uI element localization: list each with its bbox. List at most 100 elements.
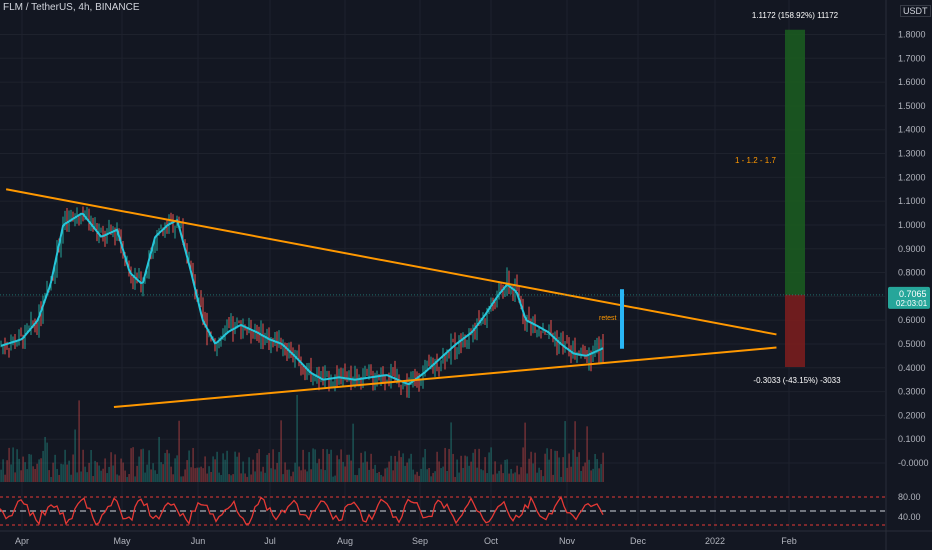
volume-bar [44, 436, 46, 482]
volume-bar [252, 459, 254, 482]
volume-bar [576, 456, 578, 482]
volume-bar [190, 467, 192, 482]
volume-bar [554, 450, 556, 482]
volume-bar [230, 475, 232, 482]
volume-bar [448, 448, 450, 482]
volume-bar [510, 469, 512, 482]
volume-bar [122, 462, 124, 482]
volume-bar [60, 463, 62, 482]
volume-bar [180, 476, 182, 482]
volume-bar [370, 453, 372, 482]
volume-bar [424, 448, 426, 482]
currency-badge[interactable]: USDT [900, 5, 931, 17]
volume-bar [238, 452, 240, 482]
volume-bar [362, 462, 364, 482]
volume-bar [572, 449, 574, 482]
price-tick-label: 0.2000 [898, 410, 926, 420]
time-axis-label: Aug [337, 536, 353, 546]
volume-bar [208, 466, 210, 482]
long-position-tool[interactable] [0, 29, 885, 368]
volume-bar [514, 472, 516, 482]
volume-bar [496, 473, 498, 482]
time-axis-label: May [113, 536, 131, 546]
volume-bar [578, 452, 580, 482]
volume-bars [0, 394, 604, 482]
volume-bar [22, 456, 24, 482]
volume-bar [494, 461, 496, 482]
volume-bar [474, 449, 476, 482]
volume-bar [128, 474, 130, 482]
volume-bar [528, 458, 530, 482]
volume-bar [142, 448, 144, 482]
volume-bar [580, 470, 582, 482]
trendlines[interactable] [5, 188, 777, 409]
volume-bar [140, 449, 142, 482]
price-tick-label: 1.0000 [898, 220, 926, 230]
volume-bar [242, 461, 244, 482]
volume-bar [546, 448, 548, 482]
volume-bar [66, 464, 68, 482]
time-axis-label: Dec [630, 536, 647, 546]
volume-bar [52, 462, 54, 482]
volume-bar [326, 449, 328, 482]
volume-bar [388, 461, 390, 482]
volume-bar [330, 449, 332, 482]
volume-bar [136, 465, 138, 482]
volume-bar [434, 471, 436, 482]
volume-bar [256, 453, 258, 482]
volume-bar [352, 423, 354, 482]
volume-bar [294, 462, 296, 482]
volume-bar [470, 461, 472, 482]
current-price-badge [888, 286, 930, 309]
volume-bar [94, 460, 96, 482]
time-axis[interactable]: Apr May Jun Jul Aug Sep Oct Nov Dec 2022 Feb [0, 530, 932, 546]
volume-bar [210, 471, 212, 482]
price-tick-label: 0.5000 [898, 339, 926, 349]
volume-bar [258, 449, 260, 482]
volume-bar [126, 476, 128, 482]
volume-bar [110, 452, 112, 482]
volume-bar [340, 449, 342, 482]
volume-bar [114, 454, 116, 482]
volume-bar [196, 467, 198, 482]
volume-bar [426, 469, 428, 482]
volume-bar [504, 459, 506, 482]
volume-bar [86, 472, 88, 482]
volume-bar [248, 457, 250, 482]
price-tick-label: 0.4000 [898, 363, 926, 373]
volume-bar [76, 472, 78, 482]
volume-bar [540, 470, 542, 482]
volume-bar [354, 474, 356, 482]
moving-average-line [0, 212, 604, 386]
volume-bar [214, 459, 216, 482]
price-axis[interactable]: 1.8000 1.7000 1.6000 1.5000 1.4000 1.3000 1.20… [885, 0, 930, 550]
volume-bar [6, 460, 8, 482]
volume-bar [418, 475, 420, 482]
volume-bar [598, 468, 600, 482]
volume-bar [188, 450, 190, 482]
volume-bar [382, 476, 384, 482]
volume-bar [184, 469, 186, 482]
volume-bar [588, 459, 590, 482]
volume-bar [220, 475, 222, 482]
loss-zone [785, 294, 805, 368]
volume-bar [206, 473, 208, 482]
volume-bar [16, 449, 18, 482]
volume-bar [288, 469, 290, 482]
volume-bar [508, 473, 510, 482]
volume-bar [530, 451, 532, 482]
volume-bar [446, 470, 448, 482]
volume-bar [270, 468, 272, 482]
volume-bar [168, 453, 170, 482]
volume-bar [592, 468, 594, 482]
volume-bar [378, 471, 380, 482]
volume-bar [18, 458, 20, 482]
annotation-labels: 1.1172 (158.92%) 11172 -0.3033 (-43.15%) … [599, 11, 841, 385]
volume-bar [482, 470, 484, 482]
volume-bar [82, 449, 84, 482]
volume-bar [502, 473, 504, 482]
price-tick-label: 1.6000 [898, 77, 926, 87]
volume-bar [316, 463, 318, 482]
rsi-tick-label: 40.00 [898, 512, 921, 522]
